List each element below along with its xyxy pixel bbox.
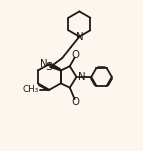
Text: N: N: [40, 59, 48, 69]
Text: N: N: [78, 72, 86, 82]
Text: CH₃: CH₃: [22, 85, 38, 94]
Text: O: O: [71, 50, 79, 60]
Text: O: O: [71, 97, 79, 107]
Text: S: S: [45, 62, 52, 72]
Text: N: N: [76, 32, 83, 42]
